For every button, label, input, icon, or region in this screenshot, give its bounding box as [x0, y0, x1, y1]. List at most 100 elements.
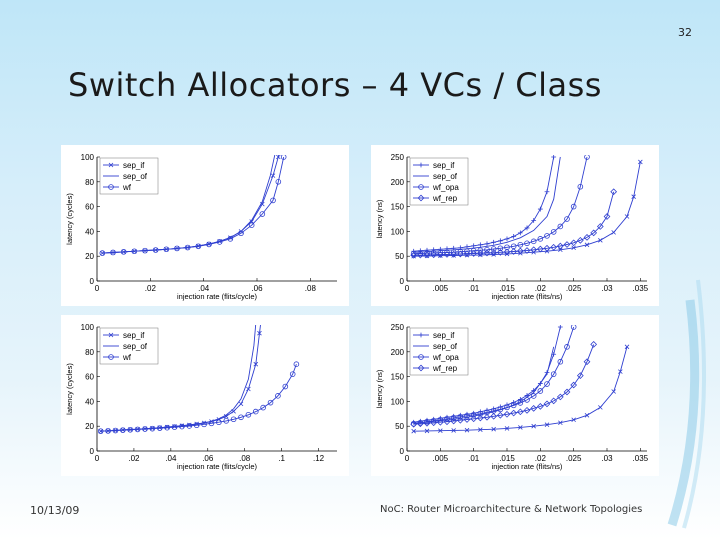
marker-wf_rep [590, 229, 598, 237]
x-tick-label: .035 [633, 454, 649, 463]
series-line-wf_rep [413, 191, 615, 256]
marker-wf_opa [497, 245, 504, 252]
series-line-wf [100, 364, 297, 432]
marker-wf_rep [443, 251, 451, 258]
marker-wf [149, 425, 156, 432]
marker-wf_rep [570, 239, 578, 247]
marker-sep_if_2 [504, 426, 510, 431]
marker-sep_if_2 [544, 248, 550, 254]
marker-sep_if_2 [531, 249, 536, 255]
marker-wf [134, 426, 141, 433]
marker-wf_rep [450, 250, 458, 258]
y-tick-label: 50 [395, 422, 404, 431]
marker-wf [289, 371, 296, 377]
marker-wf_rep [490, 249, 498, 257]
marker-sep_if_2 [611, 389, 616, 394]
x-tick-label: 0 [405, 454, 410, 463]
marker-wf_opa [570, 325, 577, 330]
marker-sep_if [257, 330, 262, 336]
decorative-swoosh-shadow [682, 279, 706, 529]
plot-area [410, 155, 643, 259]
marker-wf_rep [610, 188, 618, 196]
marker-wf [267, 399, 274, 406]
marker-sep_if_2 [478, 252, 483, 258]
y-axis-label: latency (cycles) [65, 193, 74, 245]
legend-marker [418, 354, 424, 360]
x-tick-label: .01 [468, 454, 480, 463]
marker-sep_if_2 [584, 242, 590, 248]
marker-wf [105, 428, 111, 434]
x-axis-label: injection rate (flits/cycle) [177, 292, 258, 301]
x-tick-label: .03 [601, 284, 613, 293]
marker-wf_rep [456, 250, 464, 258]
marker-wf_rep [510, 248, 518, 255]
legend-label: wf_opa [432, 183, 459, 192]
chart-panel-4: 0 .005 .01 .015 .02 .025 .03 .035 0 50 100 150 200 25… [371, 315, 659, 476]
marker-sep_if_2 [438, 428, 443, 433]
marker-sep_if_2 [598, 405, 603, 410]
y-tick-label: 80 [85, 178, 94, 187]
chart-panel-3: 0 .02 .04 .06 .08 .1 .12 0 20 40 60 80 100 injection … [61, 315, 349, 476]
marker-wf_rep [483, 249, 491, 257]
marker-wf [112, 427, 119, 434]
marker-sep_if_2 [491, 252, 496, 257]
marker-wf [208, 420, 215, 427]
marker-wf_opa [417, 419, 424, 426]
marker-sep_if_2 [584, 413, 590, 418]
marker-wf_rep [496, 411, 504, 419]
marker-wf_rep [603, 213, 611, 220]
marker-sep_if [524, 225, 530, 231]
marker-wf [163, 246, 170, 253]
marker-sep_if [491, 239, 497, 245]
legend-box [409, 157, 469, 206]
marker-wf [260, 404, 266, 411]
marker-wf_rep [556, 393, 564, 401]
marker-wf_opa [457, 413, 464, 420]
chart-1: 0 .02 .04 .06 .08 0 20 40 60 80 100 injection rate … [65, 153, 337, 301]
marker-wf [223, 418, 230, 424]
x-axis-label: injection rate (flits/ns) [492, 292, 563, 301]
marker-sep_if [537, 206, 543, 212]
x-tick-label: .015 [499, 284, 515, 293]
marker-wf_opa [557, 358, 564, 365]
marker-sep_if_2 [518, 250, 523, 256]
marker-sep_if_2 [611, 230, 616, 235]
marker-sep_if_2 [638, 159, 643, 165]
marker-wf_opa [584, 155, 590, 160]
legend-label: sep_if [433, 161, 455, 170]
footer-text: NoC: Router Microarchitecture & Network … [380, 504, 643, 515]
y-axis-label: latency (cycles) [65, 363, 74, 415]
y-tick-label: 0 [400, 277, 405, 286]
marker-wf_rep [496, 248, 504, 256]
legend-label: sep_of [433, 342, 458, 351]
marker-wf [184, 244, 191, 251]
marker-wf_rep [476, 414, 484, 422]
marker-sep_if [517, 230, 523, 236]
marker-sep_if_2 [544, 422, 550, 427]
marker-wf_opa [544, 233, 550, 239]
marker-wf_rep [530, 404, 538, 412]
marker-sep_if [276, 155, 281, 160]
marker-sep_if [253, 361, 259, 367]
marker-wf_opa [464, 412, 470, 419]
marker-wf_opa [530, 238, 537, 245]
y-tick-label: 40 [85, 397, 94, 406]
x-tick-label: 0 [95, 454, 100, 463]
marker-sep_if_2 [618, 369, 623, 374]
marker-wf_opa [504, 404, 510, 411]
marker-sep_if [497, 238, 503, 244]
marker-wf_opa [517, 241, 524, 248]
marker-wf_opa [550, 229, 557, 235]
x-axis-label: injection rate (flits/ns) [492, 462, 563, 471]
legend-label: wf [122, 183, 132, 192]
marker-wf_opa [510, 402, 517, 409]
marker-sep_if_2 [598, 238, 603, 243]
x-tick-label: .025 [566, 284, 582, 293]
marker-wf_rep [596, 223, 604, 230]
legend-marker [108, 184, 114, 190]
legend-label: sep_if [123, 331, 145, 340]
marker-wf_opa [524, 240, 530, 247]
marker-wf [195, 243, 202, 250]
x-tick-label: .025 [566, 454, 582, 463]
x-tick-label: .04 [198, 284, 210, 293]
